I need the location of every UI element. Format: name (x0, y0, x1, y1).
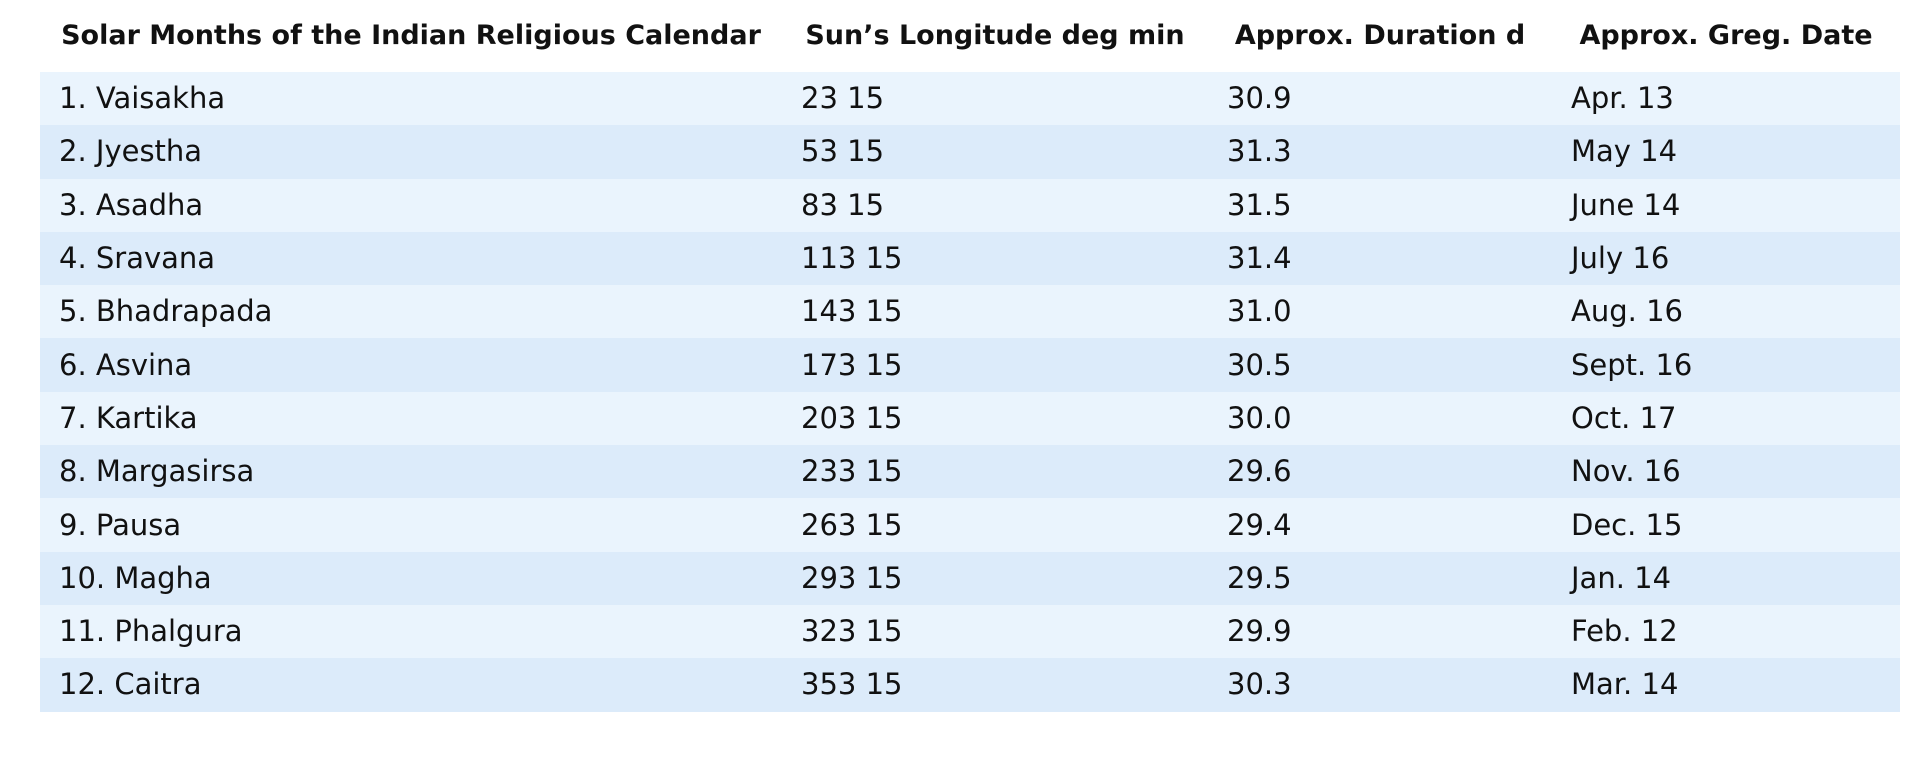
table-cell: 1. Vaisakha (40, 72, 782, 126)
column-header: Sun’s Longitude deg min (805, 20, 1185, 51)
table-cell: Oct. 17 (1552, 391, 1900, 446)
table-cell: July 16 (1552, 231, 1900, 286)
column-header: Approx. Duration d (1234, 20, 1526, 51)
table-cell: 83 15 (782, 178, 1208, 232)
table-cell: 30.3 (1208, 658, 1552, 712)
table-cell: 31.5 (1208, 178, 1552, 232)
table-cell: 263 15 (782, 498, 1208, 552)
table-cell: 10. Magha (40, 551, 782, 605)
table-row: 3. Asadha 83 15 31.5 June 14 (40, 178, 1900, 232)
table-row: 8. Margasirsa 233 15 29.6 Nov. 16 (40, 445, 1900, 499)
table-cell: Sept. 16 (1552, 338, 1900, 392)
table-cell: 11. Phalgura (40, 604, 782, 659)
table-cell: 4. Sravana (40, 231, 782, 286)
table-cell: May 14 (1552, 125, 1900, 179)
table-cell: 8. Margasirsa (40, 445, 782, 499)
table-cell: 203 15 (782, 391, 1208, 446)
table-row: 6. Asvina 173 15 30.5 Sept. 16 (40, 338, 1900, 392)
table-cell: Jan. 14 (1552, 551, 1900, 605)
table-cell: 29.6 (1208, 445, 1552, 499)
solar-months-table: Solar Months of the Indian Religious Cal… (40, 8, 1900, 712)
table-cell: 113 15 (782, 231, 1208, 286)
table-row: 1. Vaisakha 23 15 30.9 Apr. 13 (40, 72, 1900, 126)
table-cell: Nov. 16 (1552, 445, 1900, 499)
table-cell: 233 15 (782, 445, 1208, 499)
table-cell: 353 15 (782, 658, 1208, 712)
table-row: 5. Bhadrapada 143 15 31.0 Aug. 16 (40, 285, 1900, 339)
table-body: 1. Vaisakha 23 15 30.9 Apr. 13 2. Jyestha 53 … (40, 72, 1900, 712)
table-cell: 29.5 (1208, 551, 1552, 605)
table-row: 9. Pausa 263 15 29.4 Dec. 15 (40, 498, 1900, 552)
table-cell: 7. Kartika (40, 391, 782, 446)
table-cell: 9. Pausa (40, 498, 782, 552)
table-cell: Feb. 12 (1552, 604, 1900, 659)
table-cell: 323 15 (782, 604, 1208, 659)
table-cell: Mar. 14 (1552, 658, 1900, 712)
table-cell: Apr. 13 (1552, 72, 1900, 126)
table-cell: June 14 (1552, 178, 1900, 232)
table-row: 7. Kartika 203 15 30.0 Oct. 17 (40, 391, 1900, 446)
table-cell: 6. Asvina (40, 338, 782, 392)
table-cell: 143 15 (782, 285, 1208, 339)
table-row: 12. Caitra 353 15 30.3 Mar. 14 (40, 658, 1900, 712)
table-cell: 53 15 (782, 125, 1208, 179)
table-cell: 3. Asadha (40, 178, 782, 232)
table-cell: 29.9 (1208, 604, 1552, 659)
table-cell: Dec. 15 (1552, 498, 1900, 552)
table-cell: 12. Caitra (40, 658, 782, 712)
table-cell: 29.4 (1208, 498, 1552, 552)
table-cell: 30.0 (1208, 391, 1552, 446)
table-cell: 23 15 (782, 72, 1208, 126)
table-cell: 31.0 (1208, 285, 1552, 339)
column-header: Solar Months of the Indian Religious Cal… (61, 20, 761, 51)
table-cell: 31.3 (1208, 125, 1552, 179)
table-cell: 2. Jyestha (40, 125, 782, 179)
table-row: 10. Magha 293 15 29.5 Jan. 14 (40, 551, 1900, 605)
table-row: 2. Jyestha 53 15 31.3 May 14 (40, 125, 1900, 179)
table-cell: 5. Bhadrapada (40, 285, 782, 339)
table-row: 4. Sravana 113 15 31.4 July 16 (40, 231, 1900, 286)
table-cell: 30.9 (1208, 72, 1552, 126)
header-row: Solar Months of the Indian Religious Cal… (40, 8, 1900, 72)
table-cell: 30.5 (1208, 338, 1552, 392)
table-cell: 31.4 (1208, 231, 1552, 286)
column-header: Approx. Greg. Date (1579, 20, 1873, 51)
table-cell: 173 15 (782, 338, 1208, 392)
table-cell: 293 15 (782, 551, 1208, 605)
table-row: 11. Phalgura 323 15 29.9 Feb. 12 (40, 604, 1900, 659)
table-cell: Aug. 16 (1552, 285, 1900, 339)
